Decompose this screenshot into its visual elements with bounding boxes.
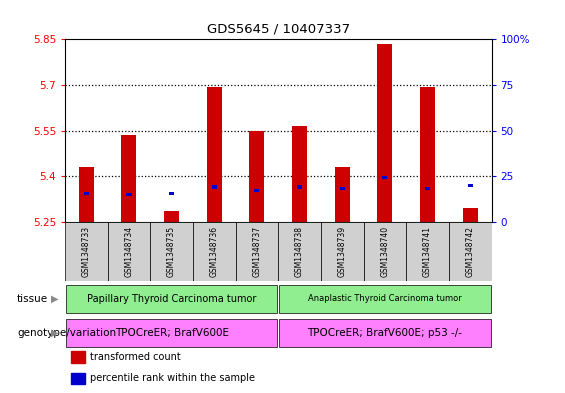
Text: tissue: tissue (17, 294, 48, 304)
Text: transformed count: transformed count (90, 352, 181, 362)
FancyBboxPatch shape (279, 319, 490, 347)
Text: Anaplastic Thyroid Carcinoma tumor: Anaplastic Thyroid Carcinoma tumor (308, 294, 462, 303)
FancyBboxPatch shape (449, 222, 492, 281)
Bar (292, 126, 307, 222)
FancyBboxPatch shape (406, 222, 449, 281)
Text: GSM1348742: GSM1348742 (466, 226, 475, 277)
Bar (250, 131, 264, 222)
Bar (383, 176, 388, 180)
Text: TPOCreER; BrafV600E; p53 -/-: TPOCreER; BrafV600E; p53 -/- (307, 328, 462, 338)
Bar (463, 208, 477, 222)
Text: GSM1348739: GSM1348739 (338, 226, 347, 277)
Text: GSM1348736: GSM1348736 (210, 226, 219, 277)
Bar (297, 185, 302, 189)
Bar (425, 187, 430, 190)
FancyBboxPatch shape (279, 285, 490, 313)
FancyBboxPatch shape (193, 222, 236, 281)
Text: GSM1348734: GSM1348734 (124, 226, 133, 277)
FancyBboxPatch shape (66, 285, 277, 313)
FancyBboxPatch shape (364, 222, 406, 281)
Text: Papillary Thyroid Carcinoma tumor: Papillary Thyroid Carcinoma tumor (87, 294, 257, 304)
FancyBboxPatch shape (66, 319, 277, 347)
Text: GSM1348737: GSM1348737 (253, 226, 262, 277)
Bar (212, 185, 217, 189)
Text: GSM1348733: GSM1348733 (82, 226, 91, 277)
Text: GSM1348735: GSM1348735 (167, 226, 176, 277)
FancyBboxPatch shape (107, 222, 150, 281)
Text: ▶: ▶ (51, 328, 58, 338)
FancyBboxPatch shape (321, 222, 364, 281)
Bar (79, 167, 94, 222)
Bar (468, 184, 473, 187)
Bar (420, 86, 435, 222)
Text: ▶: ▶ (51, 294, 58, 304)
Text: GSM1348738: GSM1348738 (295, 226, 304, 277)
Bar (164, 211, 179, 222)
Text: percentile rank within the sample: percentile rank within the sample (90, 373, 255, 384)
Text: GSM1348741: GSM1348741 (423, 226, 432, 277)
Bar (84, 192, 89, 195)
Text: genotype/variation: genotype/variation (17, 328, 116, 338)
Bar (335, 167, 350, 222)
Bar (207, 86, 221, 222)
Bar (169, 192, 174, 195)
Title: GDS5645 / 10407337: GDS5645 / 10407337 (207, 22, 350, 35)
Bar (340, 187, 345, 190)
Bar (127, 193, 132, 196)
Text: GSM1348740: GSM1348740 (380, 226, 389, 277)
Bar (377, 44, 392, 222)
Text: TPOCreER; BrafV600E: TPOCreER; BrafV600E (115, 328, 229, 338)
FancyBboxPatch shape (150, 222, 193, 281)
Bar (254, 189, 259, 191)
Bar (121, 135, 136, 222)
FancyBboxPatch shape (279, 222, 321, 281)
FancyBboxPatch shape (65, 222, 107, 281)
FancyBboxPatch shape (236, 222, 279, 281)
